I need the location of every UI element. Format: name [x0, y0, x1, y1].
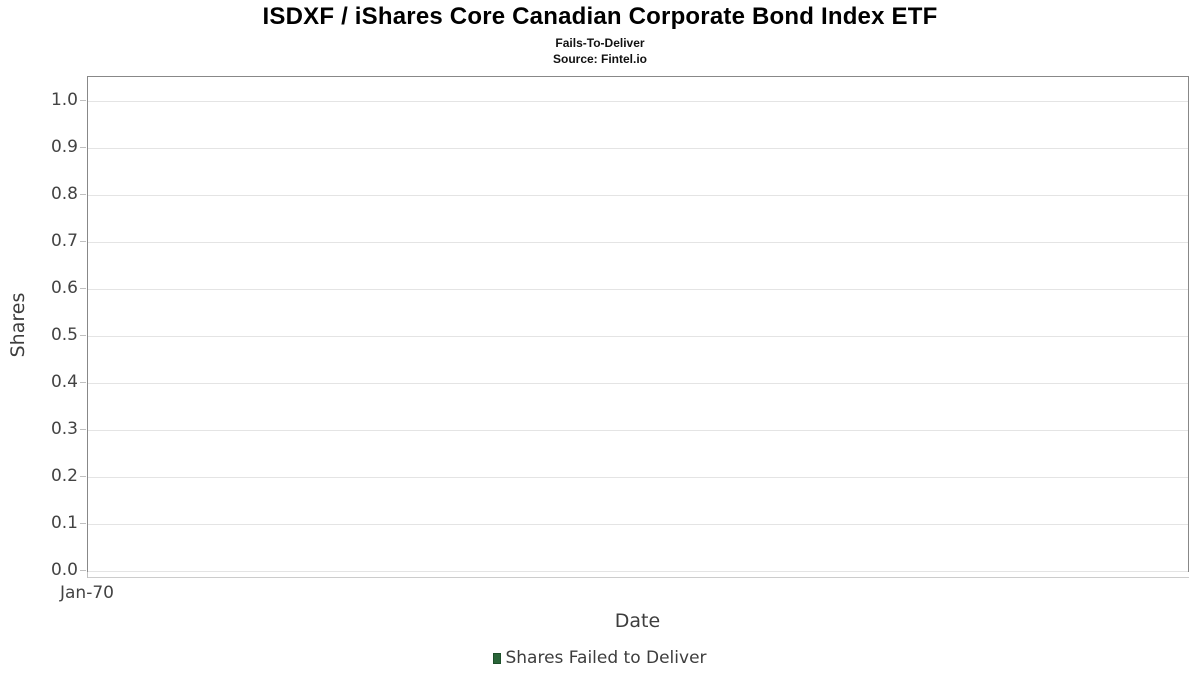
chart-source-label: Source: Fintel.io — [552, 52, 647, 66]
gridline — [88, 101, 1188, 102]
x-axis-line — [87, 577, 1189, 578]
gridline — [88, 430, 1188, 431]
y-tick-label: 1.0 — [50, 90, 78, 110]
y-tick-label: 0.5 — [50, 325, 78, 345]
legend-label: Shares Failed to Deliver — [505, 648, 707, 668]
y-tick-label: 0.8 — [50, 184, 78, 204]
y-tick-label: 0.4 — [50, 372, 78, 392]
gridline — [88, 383, 1188, 384]
chart-title: ISDXF / iShares Core Canadian Corporate … — [262, 3, 938, 30]
gridline — [88, 195, 1188, 196]
plot-area — [87, 76, 1189, 572]
gridline — [88, 148, 1188, 149]
gridline — [88, 242, 1188, 243]
gridline — [88, 289, 1188, 290]
y-tick-label: 0.0 — [50, 560, 78, 580]
gridline — [88, 524, 1188, 525]
x-tick-label: Jan-70 — [60, 583, 114, 603]
y-tick-mark — [80, 523, 86, 524]
y-tick-mark — [80, 288, 86, 289]
y-tick-label: 0.9 — [50, 137, 78, 157]
y-tick-mark — [80, 241, 86, 242]
y-tick-mark — [80, 147, 86, 148]
y-tick-mark — [80, 335, 86, 336]
x-tick-mark — [87, 572, 88, 578]
gridline — [88, 477, 1188, 478]
y-tick-mark — [80, 570, 86, 571]
y-tick-label: 0.1 — [50, 513, 78, 533]
y-tick-mark — [80, 100, 86, 101]
chart-subtitle: Fails-To-Deliver — [555, 36, 645, 50]
y-tick-mark — [80, 382, 86, 383]
y-tick-mark — [80, 194, 86, 195]
y-tick-mark — [80, 429, 86, 430]
y-tick-label: 0.7 — [50, 231, 78, 251]
x-axis-title: Date — [614, 610, 661, 632]
y-tick-label: 0.6 — [50, 278, 78, 298]
y-tick-label: 0.2 — [50, 466, 78, 486]
y-tick-label: 0.3 — [50, 419, 78, 439]
legend: Shares Failed to Deliver — [0, 648, 1200, 668]
gridline — [88, 336, 1188, 337]
y-tick-mark — [80, 476, 86, 477]
gridline — [88, 571, 1188, 572]
legend-marker-icon — [493, 652, 502, 664]
